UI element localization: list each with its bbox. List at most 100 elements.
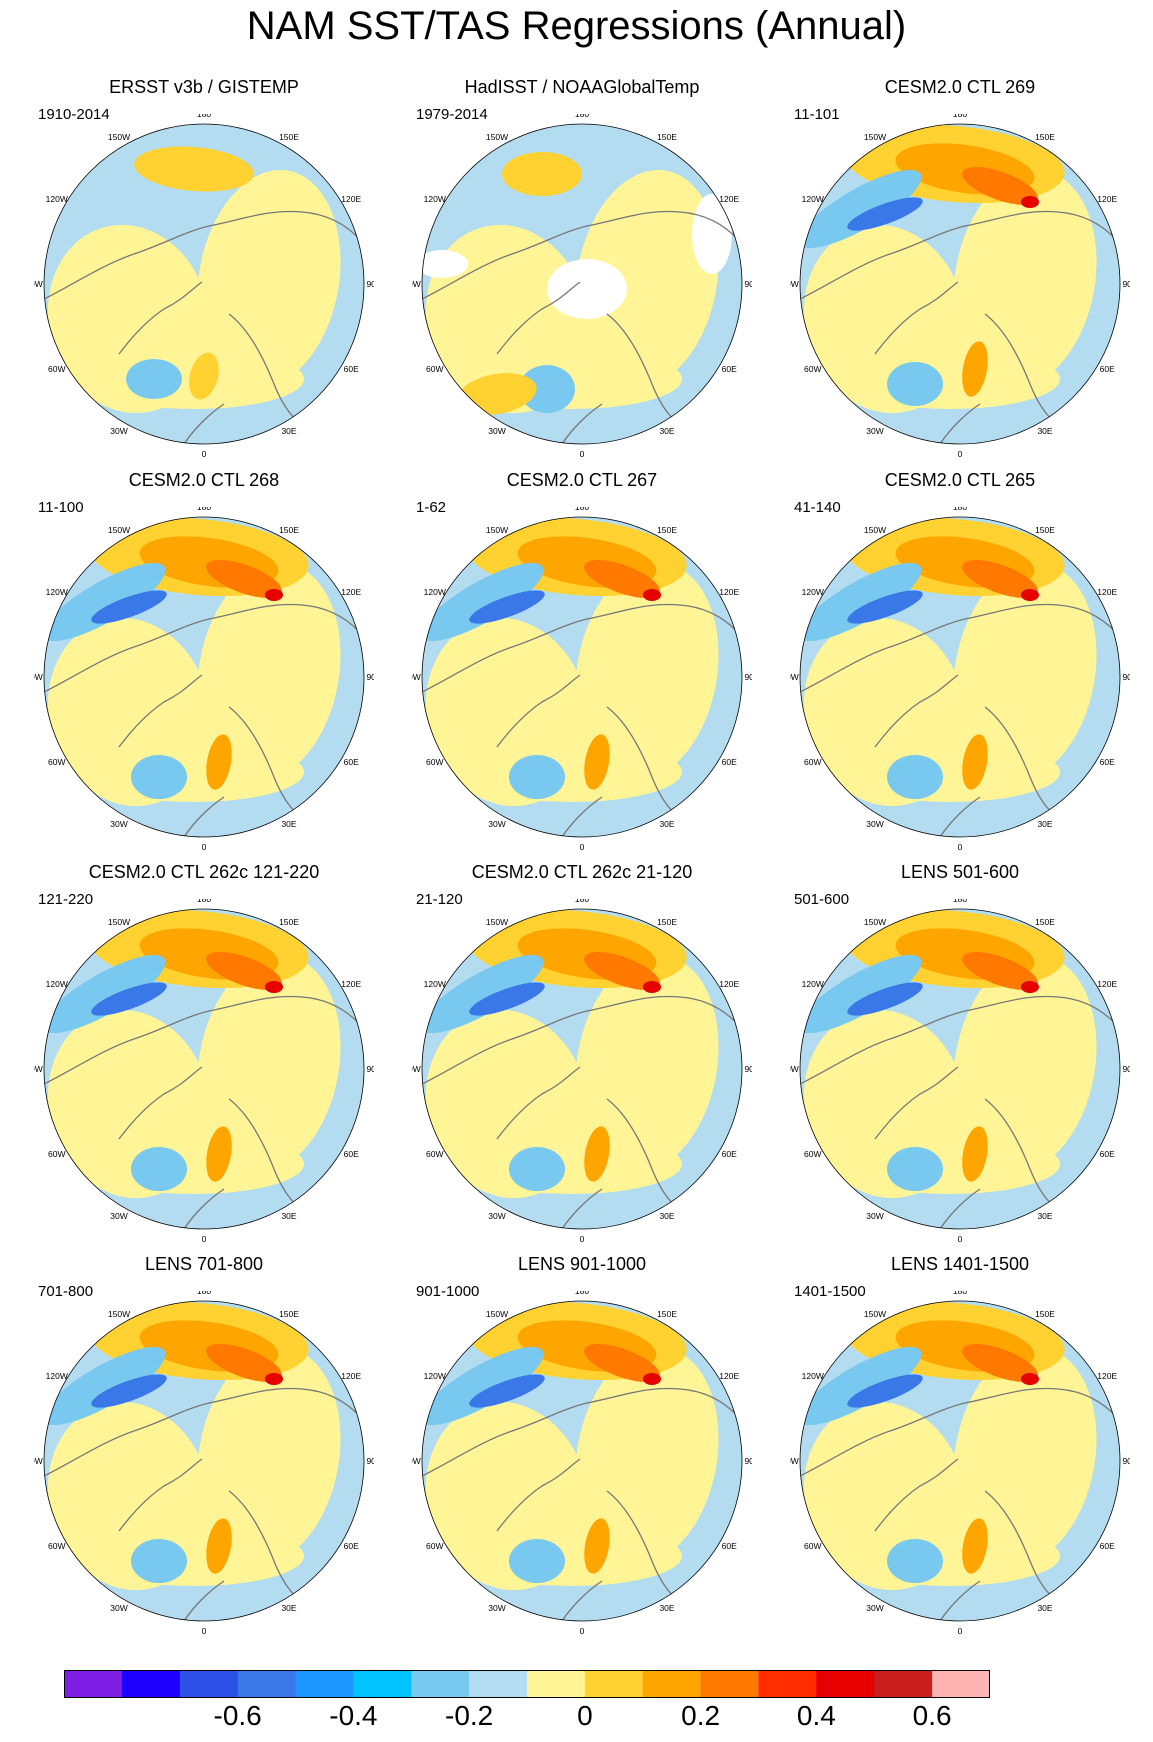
longitude-label: 120W (802, 587, 824, 597)
panel-title: LENS 1401-1500 (890, 1254, 1030, 1274)
colorbar-segment (411, 1670, 470, 1698)
longitude-label: 90E (1122, 1064, 1130, 1074)
map-border (421, 1300, 743, 1622)
longitude-label: 60W (426, 1541, 443, 1551)
field-positive-region (584, 560, 660, 598)
coastline (939, 1188, 981, 1229)
longitude-label: 120W (46, 1371, 68, 1381)
longitude-label: 120W (424, 194, 446, 204)
longitude-label: 0 (958, 449, 963, 459)
longitude-label: 60E (344, 1541, 359, 1551)
field-positive-region (84, 1134, 304, 1194)
field-positive-region (206, 1518, 232, 1574)
map-border (421, 908, 743, 1230)
longitude-label: 180 (575, 899, 589, 904)
longitude-label: 120E (1097, 587, 1117, 597)
map-panel: LENS 1401-1500 180 150E 120E 90E 60E 30E 0 30W 60… (768, 1253, 1152, 1647)
longitude-label: 30W (488, 426, 505, 436)
longitude-label: 120W (424, 1371, 446, 1381)
field-positive-region (1021, 196, 1039, 208)
longitude-label: 30W (488, 819, 505, 829)
longitude-label: 180 (575, 507, 589, 512)
longitude-label: 150W (108, 525, 130, 535)
field-positive-region (584, 1518, 610, 1574)
field-positive-region (462, 1526, 682, 1586)
longitude-label: 180 (197, 114, 211, 119)
longitude-label: 120W (802, 194, 824, 204)
field-positive-region (962, 167, 1038, 205)
field-positive-region (197, 169, 341, 389)
coastline (496, 674, 581, 748)
longitude-label: 120W (46, 194, 68, 204)
longitude-label: 90E (366, 279, 374, 289)
longitude-label: 150E (279, 525, 299, 535)
longitude-label: 180 (953, 1291, 967, 1296)
longitude-label: 60W (48, 1541, 65, 1551)
field-negative-region (44, 562, 166, 642)
coastline (44, 210, 364, 300)
field-positive-region (953, 562, 1097, 782)
longitude-label: 30E (659, 1603, 674, 1613)
field-negative-region (887, 1147, 943, 1191)
longitude-label: 0 (580, 1234, 585, 1244)
longitude-label: 120E (1097, 979, 1117, 989)
coastline (422, 210, 742, 300)
coastline (183, 1188, 225, 1229)
longitude-label: 90W (790, 1456, 799, 1466)
colorbar-segment (353, 1670, 412, 1698)
field-negative-region (44, 1346, 166, 1426)
longitude-label: 120E (719, 587, 739, 597)
colorbar-segment (932, 1670, 990, 1698)
field-positive-region (197, 562, 341, 782)
field-positive-region (962, 1126, 988, 1182)
colorbar-tick-label: 0.6 (912, 1700, 952, 1731)
longitude-label: 150W (108, 132, 130, 142)
coastline (939, 796, 981, 837)
field-negative-region (800, 562, 922, 642)
longitude-label: 0 (580, 842, 585, 852)
colorbar-segment (64, 1670, 123, 1698)
field-negative-region (509, 1147, 565, 1191)
longitude-label: 90E (1122, 672, 1130, 682)
coastline (561, 1188, 603, 1229)
longitude-label: 120E (341, 587, 361, 597)
longitude-label: 150W (864, 917, 886, 927)
coastline (800, 603, 1120, 693)
field-negative-region (847, 590, 923, 624)
longitude-label: 60W (804, 757, 821, 767)
field-negative-region (44, 954, 166, 1034)
longitude-label: 60E (1100, 364, 1115, 374)
colorbar-frame (64, 1670, 990, 1698)
panel-title: LENS 701-800 (144, 1254, 264, 1274)
panel-title: CESM2.0 CTL 262c 121-220 (88, 862, 320, 882)
colorbar-segment (642, 1670, 702, 1698)
longitude-label: 90E (366, 1456, 374, 1466)
field-negative-region (131, 755, 187, 799)
map-panel: CESM2.0 CTL 262c 21-120 180 150E 120E 90E 60E… (390, 861, 774, 1255)
panel-title: LENS 901-1000 (517, 1254, 647, 1274)
longitude-label: 90W (412, 1456, 421, 1466)
colorbar-tick-label: -0.4 (329, 1700, 378, 1731)
longitude-label: 120W (802, 1371, 824, 1381)
longitude-label: 180 (953, 114, 967, 119)
longitude-label: 30W (866, 426, 883, 436)
longitude-label: 120E (719, 194, 739, 204)
field-negative-region (91, 1374, 167, 1408)
colorbar-segment (121, 1670, 181, 1698)
longitude-label: 60W (48, 364, 65, 374)
field-negative-region (422, 562, 544, 642)
longitude-label: 30W (488, 1603, 505, 1613)
field-positive-region (1021, 1373, 1039, 1385)
polar-map: 180 150E 120E 90E 60E 30E 0 30W 60W 90W 120W 150W (412, 1291, 752, 1636)
panel-period: 1401-1500 (794, 1283, 866, 1300)
colorbar-segment (295, 1670, 354, 1698)
map-border (43, 516, 365, 838)
map-panel: LENS 701-800 180 150E 120E 90E 60E 30E 0 30W 60W 9… (12, 1253, 396, 1647)
field-positive-region (643, 981, 661, 993)
panel-period: 1-62 (416, 499, 447, 516)
missing-data-region (547, 259, 627, 319)
longitude-label: 90E (1122, 1456, 1130, 1466)
longitude-label: 120E (719, 1371, 739, 1381)
longitude-label: 150W (486, 132, 508, 142)
longitude-label: 150W (108, 1309, 130, 1319)
